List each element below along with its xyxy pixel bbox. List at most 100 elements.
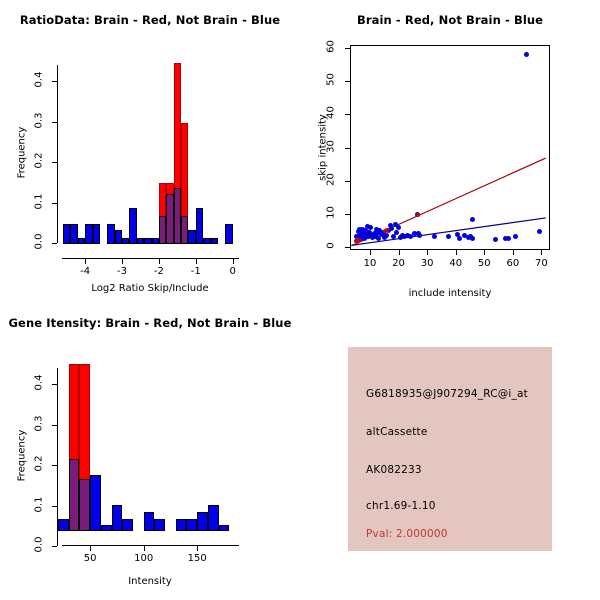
y-tick: [52, 465, 57, 467]
histogram-bar: [92, 223, 100, 244]
x-tick: [158, 259, 160, 264]
x-tick-label: 70: [535, 258, 548, 269]
scatter-point: [356, 237, 361, 242]
scatter-point: [396, 224, 402, 230]
gene-hist-x-axis: [62, 545, 239, 546]
scatter-point: [390, 234, 396, 240]
scatter-point: [537, 228, 543, 234]
scatter-point: [389, 226, 395, 231]
info-locus: chr1.69-1.10: [366, 500, 436, 512]
y-tick: [345, 180, 350, 182]
histogram-bar: [85, 223, 93, 244]
scatter-point: [407, 233, 413, 239]
scatter-point: [362, 236, 368, 242]
histogram-bar: [114, 230, 122, 244]
scatter-point: [372, 233, 378, 239]
histogram-bar: [122, 518, 133, 531]
histogram-bar: [129, 208, 137, 244]
y-tick: [52, 546, 57, 547]
scatter-point: [356, 227, 362, 233]
scatter-point: [387, 223, 393, 229]
x-tick: [122, 259, 123, 264]
histogram-bar: [111, 504, 123, 531]
y-tick: [345, 48, 350, 50]
y-tick-label: 20: [325, 172, 337, 186]
x-tick-label: 50: [83, 553, 97, 564]
info-accession: AK082233: [366, 464, 422, 476]
scatter-point: [416, 212, 420, 217]
x-tick: [484, 250, 486, 255]
histogram-bar: [107, 223, 115, 244]
scatter-point: [373, 227, 379, 232]
gene-hist-y-axis: [57, 368, 58, 546]
x-tick: [427, 250, 429, 255]
x-tick: [232, 259, 234, 264]
scatter-panel: Brain - Red, Not Brain - Blue skip inten…: [300, 0, 600, 300]
y-tick: [52, 384, 57, 386]
info-probe-id: G6818935@J907294_RC@i_at: [366, 388, 528, 400]
info-event-type: altCassette: [366, 426, 428, 438]
ratio-histogram-bars: [63, 58, 240, 244]
x-tick-label: 50: [477, 258, 491, 269]
fit-line: [351, 217, 546, 246]
scatter-point: [431, 233, 437, 239]
ratio-histogram-title: RatioData: Brain - Red, Not Brain - Blue: [19, 13, 281, 27]
x-tick-label: 10: [363, 258, 377, 269]
gene-histogram-title: Gene Itensity: Brain - Red, Not Brain - …: [8, 316, 292, 330]
scatter-points: [350, 45, 550, 250]
histogram-bar: [122, 237, 130, 244]
y-tick-label: 0: [325, 242, 337, 249]
histogram-bar: [143, 512, 155, 531]
y-tick-label: 0.4: [33, 71, 45, 88]
histogram-bar: [175, 518, 187, 531]
y-tick: [52, 121, 57, 123]
x-tick: [85, 259, 87, 264]
x-tick: [455, 250, 457, 255]
scatter-point: [385, 227, 390, 232]
y-tick-label: 40: [325, 106, 337, 120]
x-tick: [197, 546, 199, 551]
y-tick-label: 0.3: [33, 415, 45, 432]
gene-hist-y-axis-title: Frequency: [16, 429, 28, 482]
gene-hist-x-axis-title: Intensity: [128, 576, 172, 587]
y-tick-label: 60: [325, 40, 337, 54]
histogram-bar: [195, 208, 204, 244]
scatter-point: [368, 225, 374, 231]
y-tick-label: 10: [325, 205, 337, 219]
y-tick: [345, 81, 350, 83]
scatter-point: [411, 230, 417, 236]
histogram-bar: [207, 504, 219, 531]
scatter-point: [378, 232, 384, 238]
scatter-point: [401, 233, 407, 239]
histogram-bar: [154, 518, 166, 531]
y-tick: [52, 505, 57, 507]
histogram-bar: [58, 518, 69, 531]
gene-histogram-panel: Gene Itensity: Brain - Red, Not Brain - …: [0, 300, 300, 600]
x-tick-label: 100: [134, 553, 154, 564]
y-tick-label: 0.1: [33, 496, 45, 512]
x-tick: [370, 250, 371, 255]
gene-info-panel: G6818935@J907294_RC@i_at altCassette AK0…: [300, 300, 600, 600]
scatter-x-axis-title: include intensity: [408, 288, 492, 299]
scatter-point: [374, 231, 380, 237]
histogram-bar: [144, 237, 152, 244]
ratio-hist-x-axis-title: Log2 Ratio Skip/Include: [91, 283, 209, 294]
scatter-point: [524, 51, 530, 57]
y-tick: [52, 424, 57, 426]
scatter-point: [376, 235, 382, 241]
x-tick-label: 0: [229, 266, 236, 277]
x-tick: [541, 250, 543, 255]
y-tick: [52, 202, 57, 204]
scatter-point: [354, 234, 360, 240]
y-tick: [52, 162, 57, 164]
gene-histogram-bars: [58, 360, 240, 531]
ratio-hist-y-axis-title: Frequency: [16, 126, 28, 179]
scatter-point: [363, 229, 369, 235]
scatter-point: [506, 235, 512, 241]
scatter-point: [513, 233, 519, 239]
histogram-bar: [197, 512, 208, 531]
x-tick: [195, 259, 197, 264]
histogram-bar: [63, 223, 71, 244]
x-tick: [90, 546, 92, 551]
x-tick-label: 150: [187, 553, 207, 564]
